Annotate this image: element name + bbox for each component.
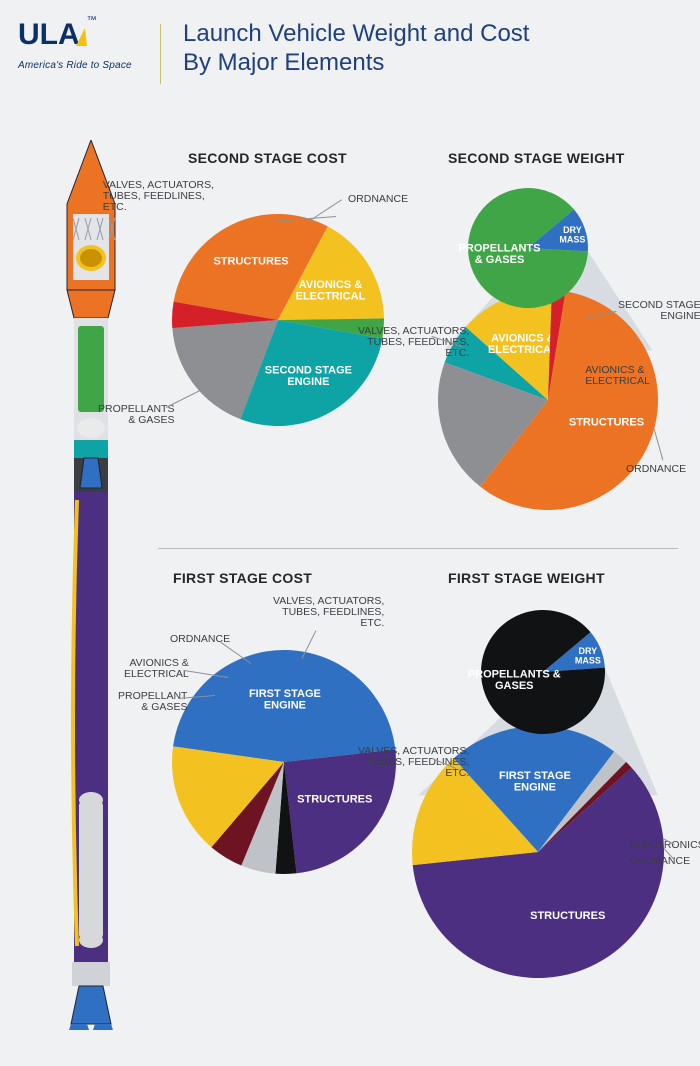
leader-line [166,390,200,408]
callout-label: SECOND STAGE ENGINE [618,300,700,322]
callout-label: VALVES, ACTUATORS, TUBES, FEEDLINES, ETC… [273,596,384,629]
callout-label: AVIONICS & ELECTRICAL [585,365,650,387]
callout-label: VALVES, ACTUATORS, TUBES, FEEDLINES, ETC… [103,180,214,213]
callout-label: VALVES, ACTUATORS, TUBES, FEEDLINES, ETC… [358,746,469,779]
callout-label: ORDNANCE [626,464,686,475]
leader-line [221,642,252,664]
leader-line [585,311,616,318]
callout-label: PROPELLANTS & GASES [98,404,174,426]
labels-layer: VALVES, ACTUATORS, TUBES, FEEDLINES, ETC… [18,20,682,1050]
leader-line [302,630,317,658]
page: ULA™ America's Ride to Space Launch Vehi… [0,0,700,1066]
canvas: ULA™ America's Ride to Space Launch Vehi… [18,20,682,1050]
leader-line [271,216,336,222]
callout-label: AVIONICS & ELECTRICAL [124,658,189,680]
leader-line [654,428,664,460]
callout-label: PROPELLANT & GASES [118,691,187,713]
callout-label: ORDNANCE [630,856,690,867]
leader-line [184,670,228,678]
callout-label: ORDNANCE [348,194,408,205]
